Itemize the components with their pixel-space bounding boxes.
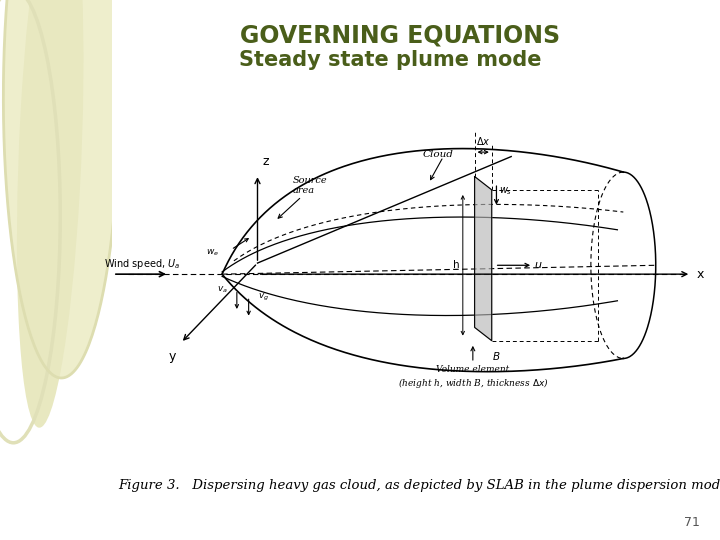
Text: GOVERNING EQUATIONS: GOVERNING EQUATIONS bbox=[240, 23, 560, 47]
Text: B: B bbox=[493, 352, 500, 362]
Text: Volume element
(height h, width B, thickness $\Delta x$): Volume element (height h, width B, thick… bbox=[397, 365, 548, 390]
Text: Steady state plume mode: Steady state plume mode bbox=[239, 50, 541, 70]
Ellipse shape bbox=[17, 0, 84, 428]
Text: $w_s$: $w_s$ bbox=[500, 185, 513, 197]
Text: Source
area: Source area bbox=[293, 176, 328, 195]
Text: x: x bbox=[697, 268, 704, 281]
Text: $v_a$: $v_a$ bbox=[217, 285, 228, 295]
Text: Wind speed, $U_a$: Wind speed, $U_a$ bbox=[104, 256, 181, 271]
Text: $w_e$: $w_e$ bbox=[206, 247, 219, 258]
Circle shape bbox=[4, 0, 120, 378]
Text: z: z bbox=[262, 154, 269, 167]
Text: h: h bbox=[454, 260, 460, 271]
Polygon shape bbox=[474, 177, 492, 341]
Text: $u$: $u$ bbox=[534, 260, 543, 271]
Text: $v_g$: $v_g$ bbox=[258, 292, 269, 303]
Text: Cloud: Cloud bbox=[423, 150, 454, 159]
Text: Figure 3.   Dispersing heavy gas cloud, as depicted by SLAB in the plume dispers: Figure 3. Dispersing heavy gas cloud, as… bbox=[118, 478, 720, 491]
Text: y: y bbox=[168, 349, 176, 362]
Text: $\Delta x$: $\Delta x$ bbox=[476, 135, 490, 147]
Text: 71: 71 bbox=[684, 516, 700, 529]
